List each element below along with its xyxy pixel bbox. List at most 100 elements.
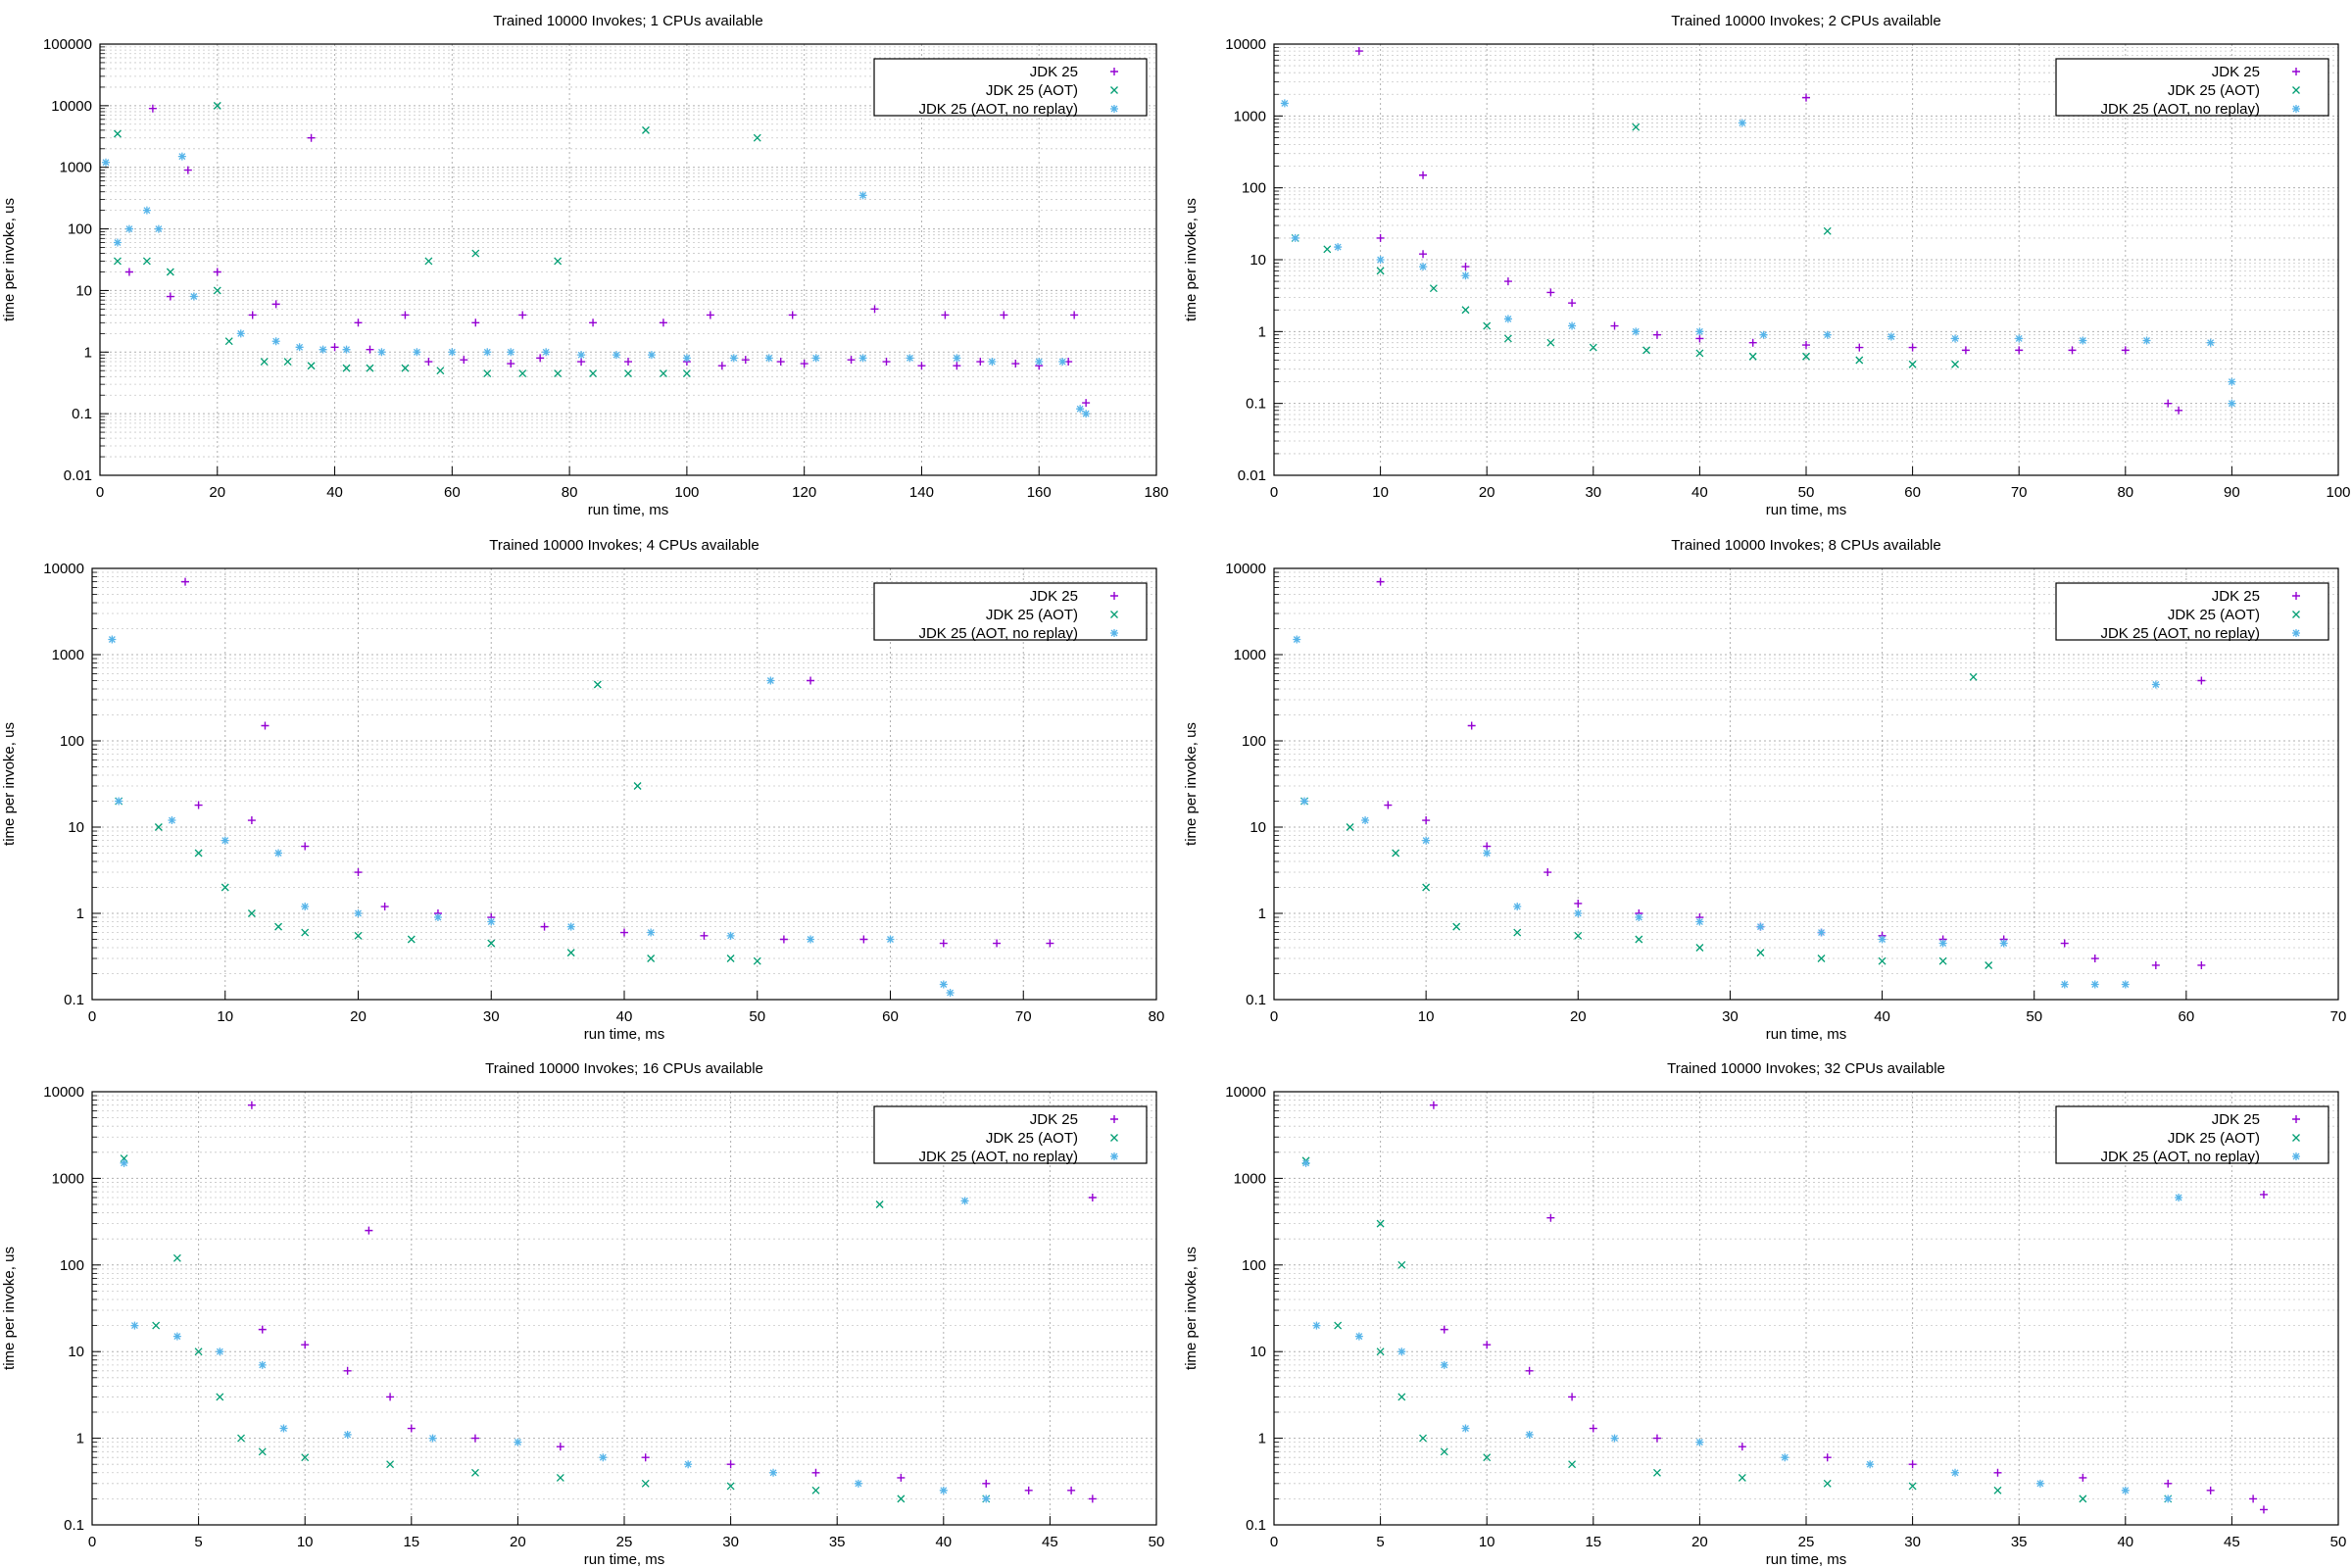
data-point (858, 354, 867, 363)
data-point (115, 797, 123, 806)
data-point (401, 311, 410, 319)
data-point (2206, 1486, 2215, 1494)
data-point (953, 354, 961, 363)
data-point (2151, 960, 2160, 969)
y-tick-label: 1000 (52, 647, 84, 663)
data-point (2249, 1494, 2258, 1503)
data-point (620, 928, 628, 937)
data-point (647, 928, 656, 937)
data-point (1070, 311, 1079, 319)
data-point (283, 358, 292, 366)
legend-marker (1110, 1134, 1118, 1142)
data-point (2164, 399, 2173, 408)
x-tick-label: 45 (2224, 1534, 2240, 1550)
data-point (2068, 346, 2077, 355)
series-jdk25 (1429, 1101, 2268, 1514)
legend-marker (1110, 611, 1118, 618)
data-point (220, 836, 229, 845)
x-tick-label: 10 (1418, 1008, 1435, 1025)
series-aot_noreplay (1293, 635, 2160, 989)
data-point (917, 362, 926, 370)
data-point (1695, 1438, 1704, 1446)
x-tick-label: 50 (2330, 1534, 2347, 1550)
data-point (1589, 343, 1597, 352)
data-point (1908, 1460, 1917, 1469)
data-point (854, 1479, 862, 1488)
data-point (1082, 410, 1091, 418)
data-point (183, 166, 192, 174)
data-point (1738, 1443, 1746, 1451)
data-point (776, 358, 785, 367)
plot-frame (91, 567, 1157, 1001)
data-point (2197, 960, 2206, 969)
data-point (2259, 1505, 2268, 1514)
legend-marker (1110, 1152, 1118, 1160)
data-point (2060, 980, 2069, 989)
series-aot (115, 680, 761, 965)
data-point (993, 939, 1002, 948)
data-point (1503, 277, 1512, 286)
x-tick-label: 20 (1479, 484, 1495, 501)
data-point (1574, 909, 1583, 917)
legend-label: JDK 25 (AOT, no replay) (918, 1149, 1078, 1165)
series-aot_noreplay (1301, 1158, 2183, 1503)
data-point (566, 949, 575, 957)
y-tick-label: 1 (84, 344, 92, 361)
series-aot_noreplay (1280, 99, 2236, 408)
data-point (1419, 171, 1428, 179)
legend-marker (1110, 68, 1118, 75)
data-point (729, 354, 738, 363)
data-point (1513, 903, 1522, 911)
x-tick-label: 180 (1144, 484, 1168, 501)
data-point (101, 158, 110, 167)
y-axis-label: time per invoke, us (1, 1247, 18, 1370)
y-tick-label: 1 (76, 1431, 84, 1447)
data-point (258, 1360, 267, 1369)
data-point (1635, 935, 1643, 944)
x-tick-label: 70 (1015, 1008, 1032, 1025)
y-tick-label: 10 (1250, 1344, 1266, 1360)
data-point (1483, 849, 1492, 858)
data-point (1589, 1424, 1597, 1433)
x-axis-label: run time, ms (584, 1551, 665, 1568)
x-tick-label: 40 (326, 484, 343, 501)
data-point (1993, 1486, 2002, 1494)
data-point (2164, 1494, 2173, 1503)
data-point (258, 1325, 267, 1334)
data-point (114, 129, 122, 138)
data-point (717, 362, 726, 370)
plot-frame (99, 43, 1157, 476)
y-tick-label: 10 (1250, 819, 1266, 836)
data-point (599, 1453, 608, 1462)
data-point (483, 369, 492, 378)
x-tick-label: 5 (1376, 1534, 1384, 1550)
chart-title: Trained 10000 Invokes; 1 CPUs available (493, 13, 762, 29)
y-tick-label: 0.1 (1246, 992, 1266, 1008)
data-point (700, 931, 709, 940)
data-point (448, 348, 457, 357)
legend-label: JDK 25 (AOT) (2168, 607, 2260, 623)
data-point (130, 1321, 139, 1330)
legend-marker (1110, 105, 1118, 113)
x-tick-label: 20 (510, 1534, 526, 1550)
data-point (1568, 1460, 1577, 1469)
legend-label: JDK 25 (AOT) (2168, 82, 2260, 99)
data-point (1461, 306, 1470, 315)
y-tick-label: 10 (68, 1344, 84, 1360)
x-tick-label: 20 (209, 484, 225, 501)
data-point (1802, 352, 1810, 361)
data-point (301, 842, 310, 851)
legend: JDK 25 JDK 25 (AOT) JDK 25 (AOT, no replay… (2055, 582, 2329, 642)
data-point (976, 358, 985, 367)
data-point (1419, 250, 1428, 259)
data-point (1082, 399, 1091, 408)
data-point (194, 849, 203, 858)
data-point (807, 676, 815, 685)
data-point (1546, 288, 1555, 297)
legend-box (873, 582, 1148, 641)
data-point (556, 1443, 564, 1451)
y-tick-label: 1 (1258, 1431, 1266, 1447)
legend-marker (2292, 68, 2300, 75)
data-point (906, 354, 914, 363)
y-tick-label: 100 (60, 733, 84, 750)
